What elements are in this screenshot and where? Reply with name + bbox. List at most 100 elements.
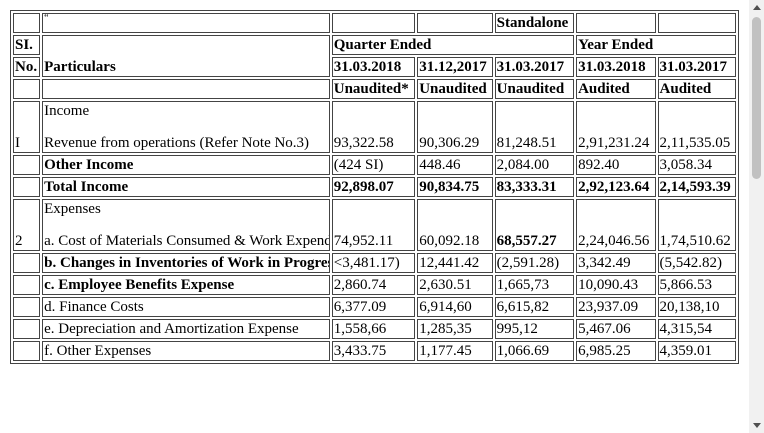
table-row: b. Changes in Inventories of Work in Pro…: [13, 253, 736, 273]
header-row-audit: Unaudited* Unaudited Unaudited Audited A…: [13, 79, 736, 99]
value-cell: 4,315,54: [657, 319, 736, 339]
value-cell: 6,615,82: [494, 297, 575, 317]
blank-cell: [13, 253, 41, 273]
audit-status: Audited: [576, 79, 656, 99]
audit-status: Unaudited: [494, 79, 575, 99]
value-cell: 892.40: [576, 155, 656, 175]
value-cell: 68,557.27: [494, 199, 575, 251]
blank-cell: [13, 297, 41, 317]
table-row: Other Income (424 SI) 448.46 2,084.00 89…: [13, 155, 736, 175]
scrollbar-thumb[interactable]: [752, 17, 761, 179]
value-cell: 20,138,10: [657, 297, 736, 317]
quote-mark: “: [44, 13, 49, 24]
row-label: f. Other Expenses: [42, 341, 330, 361]
table-row: e. Depreciation and Amortization Expense…: [13, 319, 736, 339]
vertical-scrollbar[interactable]: [749, 0, 764, 433]
value-cell: 2,11,535.05: [657, 101, 736, 153]
blank-cell: [13, 79, 41, 99]
value-cell: (2,591.28): [494, 253, 575, 273]
sl-header: SI.: [13, 35, 41, 55]
blank-cell: [42, 79, 330, 99]
value-cell: 1,558,66: [331, 319, 416, 339]
row-label: d. Finance Costs: [42, 297, 330, 317]
value-cell: 1,177.45: [417, 341, 493, 361]
scroll-up-arrow-icon[interactable]: [749, 0, 764, 15]
value-cell: 12,441.42: [417, 253, 493, 273]
date-header: 31.03.2018: [576, 57, 656, 77]
blank-cell: [417, 13, 493, 33]
blank-cell: [13, 341, 41, 361]
table-row: c. Employee Benefits Expense 2,860.74 2,…: [13, 275, 736, 295]
value-cell: 2,91,231.24: [576, 101, 656, 153]
value-cell: 2,860.74: [331, 275, 416, 295]
date-header: 31.03.2017: [494, 57, 575, 77]
value-cell: 74,952.11: [331, 199, 416, 251]
table-row: 2 Expenses a. Cost of Materials Consumed…: [13, 199, 736, 251]
particulars-header: Particulars: [42, 35, 330, 77]
value-cell: 1,74,510.62: [657, 199, 736, 251]
section-heading: Expenses: [44, 201, 101, 217]
value-cell: 23,937.09: [576, 297, 656, 317]
audit-status: Unaudited: [417, 79, 493, 99]
quote-cell: “: [42, 13, 330, 33]
row-label: c. Employee Benefits Expense: [42, 275, 330, 295]
row-label: b. Changes in Inventories of Work in Pro…: [42, 253, 330, 273]
blank-cell: [13, 155, 41, 175]
value-cell: 5,467.06: [576, 319, 656, 339]
value-cell: 2,084.00: [494, 155, 575, 175]
header-row-dates: No. 31.03.2018 31.12,2017 31.03.2017 31.…: [13, 57, 736, 77]
blank-cell: [13, 319, 41, 339]
value-cell: (5,542.82): [657, 253, 736, 273]
value-cell: 81,248.51: [494, 101, 575, 153]
section-number: 2: [13, 199, 41, 251]
financial-results-table: “ Standalone SI. Particulars Quarter End…: [10, 10, 739, 364]
value-cell: 448.46: [417, 155, 493, 175]
audit-status: Unaudited*: [331, 79, 416, 99]
value-cell: 5,866.53: [657, 275, 736, 295]
value-cell: (424 SI): [331, 155, 416, 175]
blank-cell: [13, 177, 41, 197]
audit-status: Audited: [657, 79, 736, 99]
value-cell: 90,306.29: [417, 101, 493, 153]
blank-cell: [576, 13, 656, 33]
value-cell: 1,285,35: [417, 319, 493, 339]
value-cell: 2,14,593.39: [657, 177, 736, 197]
row-label: Total Income: [42, 177, 330, 197]
row-label: Other Income: [42, 155, 330, 175]
value-cell: 2,24,046.56: [576, 199, 656, 251]
revenue-label: Revenue from operations (Refer Note No.3…: [44, 135, 310, 151]
date-header: 31.03.2017: [657, 57, 736, 77]
value-cell: 83,333.31: [494, 177, 575, 197]
blank-cell: [13, 275, 41, 295]
table-row: f. Other Expenses 3,433.75 1,177.45 1,06…: [13, 341, 736, 361]
quarter-ended-header: Quarter Ended: [331, 35, 575, 55]
header-row-period: SI. Particulars Quarter Ended Year Ended: [13, 35, 736, 77]
value-cell: 60,092.18: [417, 199, 493, 251]
header-row-standalone: “ Standalone: [13, 13, 736, 33]
year-ended-header: Year Ended: [576, 35, 736, 55]
value-cell: 6,914,60: [417, 297, 493, 317]
value-cell: 90,834.75: [417, 177, 493, 197]
value-cell: 2,630.51: [417, 275, 493, 295]
income-particulars: Income Revenue from operations (Refer No…: [42, 101, 330, 153]
value-cell: 4,359.01: [657, 341, 736, 361]
scroll-down-arrow-icon[interactable]: [749, 418, 764, 433]
value-cell: 2,92,123.64: [576, 177, 656, 197]
standalone-header: Standalone: [494, 13, 575, 33]
blank-cell: [13, 13, 41, 33]
date-header: 31.03.2018: [331, 57, 416, 77]
row-label: e. Depreciation and Amortization Expense: [42, 319, 330, 339]
row-label: a. Cost of Materials Consumed & Work Exp…: [44, 233, 330, 249]
value-cell: 3,058.34: [657, 155, 736, 175]
value-cell: 10,090.43: [576, 275, 656, 295]
value-cell: 3,342.49: [576, 253, 656, 273]
expenses-particulars: Expenses a. Cost of Materials Consumed &…: [42, 199, 330, 251]
table-row: I Income Revenue from operations (Refer …: [13, 101, 736, 153]
value-cell: 1,665,73: [494, 275, 575, 295]
blank-cell: [657, 13, 736, 33]
value-cell: 6,377.09: [331, 297, 416, 317]
date-header: 31.12,2017: [417, 57, 493, 77]
value-cell: 995,12: [494, 319, 575, 339]
section-number: I: [13, 101, 41, 153]
